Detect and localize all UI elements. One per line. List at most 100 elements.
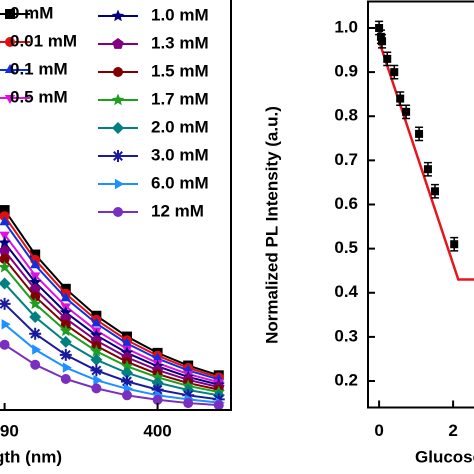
x-axis-label: Wavelength (nm) (0, 447, 62, 466)
marker (30, 259, 41, 269)
legend-label: 3.0 mM (151, 145, 209, 164)
x-tick-label: 390 (0, 421, 19, 440)
marker (30, 291, 41, 302)
marker (152, 394, 163, 405)
plot-frame (0, 0, 232, 411)
marker (0, 244, 11, 256)
marker (151, 383, 164, 396)
legend-marker (115, 178, 124, 190)
marker (59, 324, 72, 337)
x-tick-label: 2 (448, 421, 457, 440)
point (376, 32, 385, 41)
marker (121, 366, 133, 379)
marker (93, 375, 103, 386)
marker (152, 352, 163, 362)
marker (0, 211, 10, 222)
legend-label: 0.5 mM (10, 87, 68, 106)
y-tick-label: 1.0 (334, 17, 358, 36)
legend-label: 1.7 mM (151, 89, 209, 108)
legend-marker (112, 38, 124, 49)
line (3, 282, 219, 397)
line (3, 209, 220, 377)
point (402, 107, 411, 116)
y-tick-label: 0.8 (334, 106, 358, 125)
marker (0, 277, 11, 290)
legend-marker (113, 67, 123, 77)
marker (0, 297, 11, 310)
legend-marker (5, 37, 15, 47)
marker (120, 375, 133, 388)
line (4, 343, 219, 407)
marker (29, 283, 41, 295)
point (423, 165, 432, 174)
legend-marker (111, 9, 125, 22)
line (3, 258, 219, 391)
marker (0, 216, 10, 226)
marker (90, 364, 103, 377)
marker (91, 383, 102, 394)
y-tick-label: 0.5 (334, 238, 358, 257)
x-tick-label: 0 (374, 421, 383, 440)
y-tick-label: 0.9 (334, 62, 358, 81)
y-tick-label: 0.3 (334, 326, 358, 345)
marker (90, 344, 103, 357)
legend-marker (112, 122, 124, 134)
marker (60, 373, 71, 384)
marker (91, 317, 102, 327)
point (378, 37, 387, 46)
legend-label: 1.5 mM (151, 61, 209, 80)
marker (0, 260, 11, 273)
legend-marker (113, 207, 123, 217)
point (375, 23, 384, 32)
marker (121, 337, 133, 347)
marker (29, 327, 42, 340)
point (383, 54, 392, 63)
marker (29, 297, 42, 310)
marker (213, 400, 224, 411)
y-tick-label: 0.4 (334, 282, 358, 301)
marker (32, 344, 42, 355)
marker (0, 231, 10, 241)
marker (59, 348, 72, 361)
marker (0, 339, 10, 350)
marker (120, 359, 134, 372)
point (415, 129, 424, 138)
legend-label: 2.0 mM (151, 117, 209, 136)
marker (182, 389, 195, 402)
point (390, 68, 399, 77)
marker (0, 205, 10, 216)
line (3, 215, 220, 379)
marker (30, 359, 41, 370)
marker (183, 398, 194, 409)
line (3, 221, 220, 381)
point (430, 187, 439, 196)
legend-marker (5, 9, 15, 19)
x-axis-label: Glucose (mM) (415, 447, 474, 466)
marker (121, 390, 132, 401)
marker (59, 335, 72, 348)
plot-frame (367, 0, 474, 409)
x-tick-label: 400 (143, 421, 171, 440)
legend-marker (4, 95, 16, 104)
y-tick-label: 0.7 (334, 150, 358, 169)
point (396, 94, 405, 103)
legend-label: 1.0 mM (151, 5, 209, 24)
marker (0, 236, 11, 248)
legend-label: 0.01 mM (10, 31, 77, 50)
y-tick-label: 0.6 (334, 194, 358, 213)
marker (60, 292, 71, 302)
legend-marker (111, 93, 125, 106)
legend-label: 1.3 mM (151, 33, 209, 52)
legend-label: 6.0 mM (151, 173, 209, 192)
marker (29, 311, 42, 323)
marker (90, 353, 103, 366)
legend-label: 12 mM (151, 201, 204, 220)
marker (30, 249, 41, 260)
point (450, 240, 459, 249)
fit-line (377, 40, 474, 281)
marker (0, 254, 10, 265)
line (3, 323, 219, 404)
y-axis-label: Normalized PL Intensity (a.u.) (262, 106, 281, 344)
legend-marker (4, 64, 16, 73)
